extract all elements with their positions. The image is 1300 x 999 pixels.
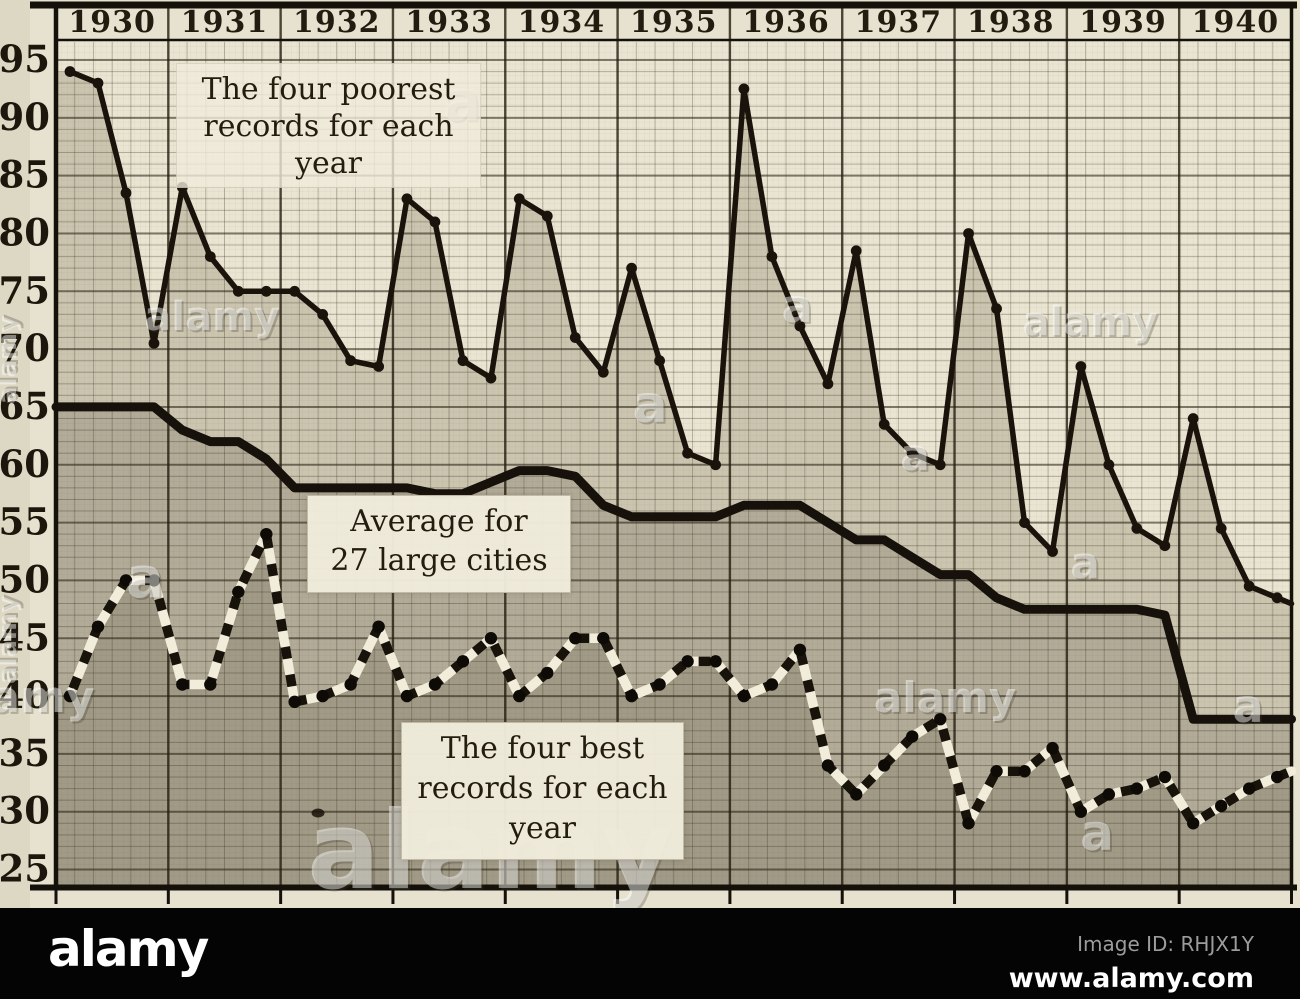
svg-text:60: 60 bbox=[0, 442, 50, 486]
svg-text:a: a bbox=[781, 279, 812, 333]
svg-text:alamy: alamy bbox=[0, 314, 25, 402]
svg-text:alamy: alamy bbox=[0, 674, 97, 725]
y-axis-labels: 95 90 85 80 75 70 65 60 55 50 45 40 35 30 25 bbox=[0, 37, 50, 891]
label-line: records for each bbox=[417, 771, 668, 806]
svg-text:1931: 1931 bbox=[181, 5, 269, 40]
alamy-watermark-bar: alamy Image ID: RHJX1Y www.alamy.com bbox=[0, 908, 1300, 999]
image-id-text: Image ID: RHJX1Y bbox=[1077, 932, 1254, 956]
svg-text:alamy: alamy bbox=[1022, 299, 1157, 345]
svg-text:a: a bbox=[902, 432, 932, 483]
label-line: records for each bbox=[203, 109, 454, 144]
svg-text:1930: 1930 bbox=[68, 5, 156, 40]
chart-frame bbox=[30, 1, 1297, 904]
svg-text:a: a bbox=[783, 281, 814, 335]
svg-text:alamy: alamy bbox=[146, 296, 281, 342]
label-box-poorest-records: The four poorest records for each year bbox=[176, 63, 481, 188]
svg-text:1937: 1937 bbox=[855, 5, 943, 40]
svg-text:a: a bbox=[634, 377, 669, 437]
svg-text:alamy: alamy bbox=[0, 316, 23, 404]
svg-text:45: 45 bbox=[0, 615, 50, 659]
label-box-average-27-cities: Average for 27 large cities bbox=[307, 495, 571, 593]
series-best-line bbox=[63, 527, 1297, 830]
svg-text:a: a bbox=[900, 430, 930, 481]
alamy-meta-block: Image ID: RHJX1Y www.alamy.com bbox=[1009, 932, 1254, 994]
svg-text:40: 40 bbox=[0, 673, 50, 717]
svg-text:1939: 1939 bbox=[1079, 5, 1167, 40]
svg-text:alamy: alamy bbox=[0, 596, 23, 684]
svg-text:a: a bbox=[126, 546, 164, 611]
svg-text:1933: 1933 bbox=[405, 5, 493, 40]
svg-text:30: 30 bbox=[0, 789, 50, 833]
series-average-line bbox=[51, 402, 1296, 724]
svg-text:1934: 1934 bbox=[518, 5, 606, 40]
svg-text:alamy: alamy bbox=[0, 672, 95, 723]
svg-text:25: 25 bbox=[0, 847, 50, 891]
svg-text:50: 50 bbox=[0, 557, 50, 601]
svg-text:1935: 1935 bbox=[630, 5, 718, 40]
svg-text:a: a bbox=[1070, 538, 1100, 589]
svg-text:75: 75 bbox=[0, 268, 50, 312]
svg-text:a: a bbox=[128, 548, 166, 613]
svg-text:90: 90 bbox=[0, 95, 50, 139]
svg-text:a: a bbox=[1082, 806, 1116, 864]
label-line: Average for bbox=[350, 504, 528, 539]
svg-text:95: 95 bbox=[0, 37, 50, 81]
alamy-logo: alamy bbox=[48, 920, 209, 978]
svg-text:1932: 1932 bbox=[293, 5, 381, 40]
svg-text:80: 80 bbox=[0, 210, 50, 254]
label-line: year bbox=[509, 811, 576, 846]
svg-text:1938: 1938 bbox=[967, 5, 1055, 40]
svg-text:85: 85 bbox=[0, 153, 50, 197]
svg-text:a: a bbox=[1072, 540, 1102, 591]
svg-text:1940: 1940 bbox=[1192, 5, 1280, 40]
svg-text:a: a bbox=[1234, 681, 1265, 735]
label-line: The four best bbox=[440, 731, 645, 766]
label-line: year bbox=[295, 146, 362, 181]
svg-text:alamy: alamy bbox=[874, 673, 1016, 722]
alamy-url-text: www.alamy.com bbox=[1008, 963, 1254, 994]
svg-text:a: a bbox=[632, 375, 667, 435]
svg-text:alamy: alamy bbox=[0, 594, 25, 682]
svg-text:a: a bbox=[1232, 679, 1263, 733]
svg-text:alamy: alamy bbox=[876, 675, 1018, 724]
series-poorest-line bbox=[64, 66, 1295, 607]
label-line: The four poorest bbox=[201, 72, 456, 107]
svg-text:70: 70 bbox=[0, 326, 50, 370]
label-line: 27 large cities bbox=[330, 543, 548, 578]
year-labels: 1930 1931 1932 1933 1934 1935 1936 1937 1938 1939… bbox=[68, 5, 1280, 40]
svg-text:65: 65 bbox=[0, 384, 50, 428]
svg-text:alamy: alamy bbox=[1024, 301, 1159, 347]
svg-text:a: a bbox=[1080, 804, 1114, 862]
label-box-best-records: The four best records for each year bbox=[401, 722, 684, 860]
svg-text:alamy: alamy bbox=[144, 294, 279, 340]
svg-text:55: 55 bbox=[0, 500, 50, 544]
svg-text:35: 35 bbox=[0, 731, 50, 775]
svg-text:1936: 1936 bbox=[742, 5, 830, 40]
